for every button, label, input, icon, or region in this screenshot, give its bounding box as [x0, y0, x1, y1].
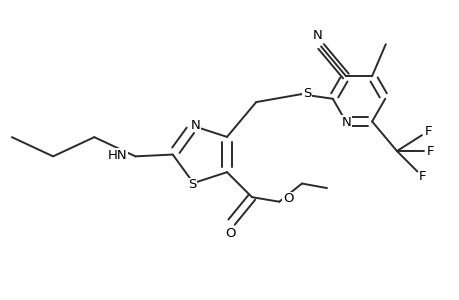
Text: N: N [190, 118, 200, 132]
Text: F: F [424, 125, 431, 138]
Text: O: O [282, 193, 293, 206]
Text: N: N [341, 116, 351, 129]
Text: N: N [312, 29, 322, 42]
Text: S: S [302, 87, 310, 100]
Text: F: F [418, 169, 426, 183]
Text: S: S [188, 178, 196, 191]
Text: HN: HN [107, 149, 127, 162]
Text: F: F [426, 145, 433, 158]
Text: O: O [225, 227, 235, 241]
